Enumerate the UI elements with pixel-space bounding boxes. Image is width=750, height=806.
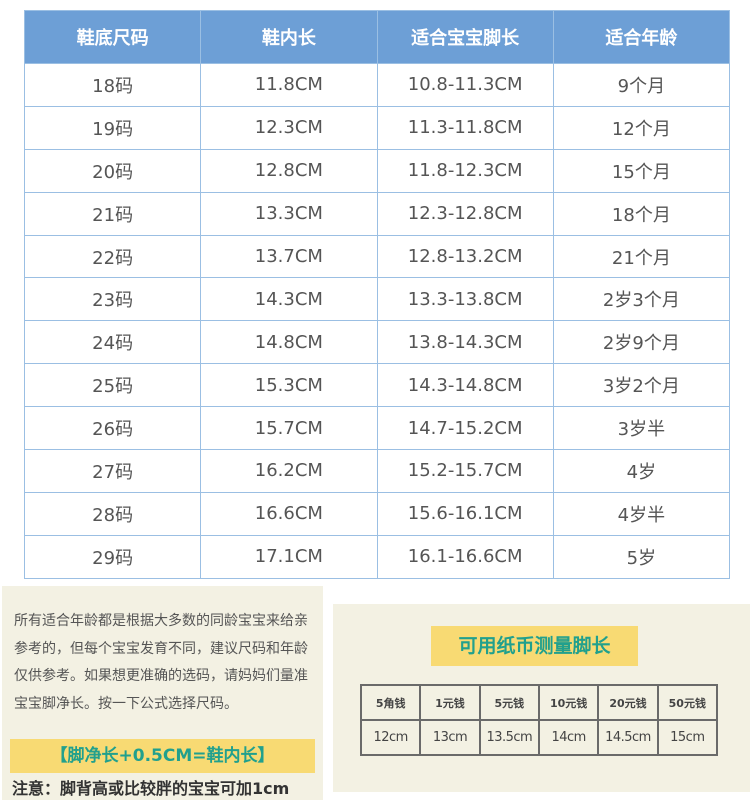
sizing-note-text: 所有适合年龄都是根据大多数的同龄宝宝来给亲参考的，但每个宝宝发育不同，建议尺码和… <box>14 613 308 712</box>
cell-age: 3岁2个月 <box>552 363 731 408</box>
cell-inner-length: 15.3CM <box>200 363 378 408</box>
table-row: 18码 11.8CM 10.8-11.3CM 9个月 <box>23 63 731 107</box>
header-sole-size: 鞋底尺码 <box>23 10 202 64</box>
banknote-length: 15cm <box>656 719 719 756</box>
banknote-denomination-row: 5角钱 1元钱 5元钱 10元钱 20元钱 50元钱 <box>359 684 719 721</box>
size-chart-body: 18码 11.8CM 10.8-11.3CM 9个月 19码 12.3CM 11.3-11.… <box>23 63 731 579</box>
table-row: 19码 12.3CM 11.3-11.8CM 12个月 <box>23 105 731 150</box>
cell-inner-length: 17.1CM <box>200 534 378 579</box>
cell-age: 3岁半 <box>552 406 731 451</box>
cell-sole-size: 26码 <box>23 406 202 451</box>
banknote-table: 5角钱 1元钱 5元钱 10元钱 20元钱 50元钱 12cm 13cm 13.5cm 14cm… <box>359 684 719 756</box>
cell-inner-length: 13.3CM <box>200 191 378 236</box>
cell-foot-length: 12.3-12.8CM <box>376 191 554 236</box>
cell-inner-length: 14.3CM <box>200 277 378 322</box>
banknote-length-row: 12cm 13cm 13.5cm 14cm 14.5cm 15cm <box>359 719 719 756</box>
banknote-length: 12cm <box>359 719 422 756</box>
cell-sole-size: 23码 <box>23 277 202 322</box>
cell-foot-length: 14.7-15.2CM <box>376 406 554 451</box>
table-row: 20码 12.8CM 11.8-12.3CM 15个月 <box>23 148 731 193</box>
cell-foot-length: 13.3-13.8CM <box>376 277 554 322</box>
cell-sole-size: 25码 <box>23 363 202 408</box>
cell-inner-length: 16.2CM <box>200 449 378 493</box>
banknote-length: 14.5cm <box>597 719 659 756</box>
cell-age: 12个月 <box>552 105 731 150</box>
cell-sole-size: 28码 <box>23 491 202 536</box>
table-row: 24码 14.8CM 13.8-14.3CM 2岁9个月 <box>23 320 731 365</box>
cell-age: 4岁半 <box>552 491 731 536</box>
banknote-length: 13.5cm <box>478 719 540 756</box>
sizing-note-panel: 所有适合年龄都是根据大多数的同龄宝宝来给亲参考的，但每个宝宝发育不同，建议尺码和… <box>2 586 323 800</box>
banknote-denomination: 1元钱 <box>419 684 481 721</box>
cell-foot-length: 12.8-13.2CM <box>376 234 554 279</box>
cell-foot-length: 11.8-12.3CM <box>376 148 554 193</box>
cell-foot-length: 16.1-16.6CM <box>376 534 554 579</box>
cell-age: 4岁 <box>552 449 731 493</box>
table-row: 21码 13.3CM 12.3-12.8CM 18个月 <box>23 191 731 236</box>
banknote-measure-panel: 可用纸币测量脚长 5角钱 1元钱 5元钱 10元钱 20元钱 50元钱 12cm 13cm 1… <box>333 604 750 792</box>
cell-age: 15个月 <box>552 148 731 193</box>
banknote-denomination: 5元钱 <box>478 684 540 721</box>
banknote-denomination: 20元钱 <box>597 684 659 721</box>
cell-inner-length: 15.7CM <box>200 406 378 451</box>
cell-foot-length: 13.8-14.3CM <box>376 320 554 365</box>
sizing-formula: 【脚净长+0.5CM=鞋内长】 <box>10 739 315 773</box>
cell-foot-length: 15.6-16.1CM <box>376 491 554 536</box>
cell-foot-length: 11.3-11.8CM <box>376 105 554 150</box>
size-chart-table: 鞋底尺码 鞋内长 适合宝宝脚长 适合年龄 18码 11.8CM 10.8-11.3C… <box>23 10 731 579</box>
cell-age: 2岁9个月 <box>552 320 731 365</box>
banknote-denomination: 5角钱 <box>359 684 422 721</box>
cell-age: 21个月 <box>552 234 731 279</box>
table-row: 29码 17.1CM 16.1-16.6CM 5岁 <box>23 534 731 579</box>
cell-sole-size: 18码 <box>23 63 202 107</box>
banknote-length: 13cm <box>419 719 481 756</box>
cell-sole-size: 24码 <box>23 320 202 365</box>
cell-sole-size: 22码 <box>23 234 202 279</box>
header-inner-length: 鞋内长 <box>200 10 378 64</box>
header-age: 适合年龄 <box>552 10 731 64</box>
cell-inner-length: 13.7CM <box>200 234 378 279</box>
table-row: 22码 13.7CM 12.8-13.2CM 21个月 <box>23 234 731 279</box>
table-row: 28码 16.6CM 15.6-16.1CM 4岁半 <box>23 491 731 536</box>
banknote-measure-title: 可用纸币测量脚长 <box>431 626 638 666</box>
cell-inner-length: 16.6CM <box>200 491 378 536</box>
cell-inner-length: 11.8CM <box>200 63 378 107</box>
cell-foot-length: 10.8-11.3CM <box>376 63 554 107</box>
cell-sole-size: 29码 <box>23 534 202 579</box>
table-row: 26码 15.7CM 14.7-15.2CM 3岁半 <box>23 406 731 451</box>
cell-sole-size: 20码 <box>23 148 202 193</box>
cell-age: 18个月 <box>552 191 731 236</box>
sizing-warning: 注意：脚背高或比较胖的宝宝可加1cm <box>12 779 290 798</box>
cell-sole-size: 27码 <box>23 449 202 493</box>
header-foot-length: 适合宝宝脚长 <box>376 10 554 64</box>
cell-foot-length: 15.2-15.7CM <box>376 449 554 493</box>
cell-age: 9个月 <box>552 63 731 107</box>
banknote-denomination: 50元钱 <box>656 684 719 721</box>
table-row: 23码 14.3CM 13.3-13.8CM 2岁3个月 <box>23 277 731 322</box>
cell-foot-length: 14.3-14.8CM <box>376 363 554 408</box>
size-chart-header-row: 鞋底尺码 鞋内长 适合宝宝脚长 适合年龄 <box>23 10 731 64</box>
table-row: 27码 16.2CM 15.2-15.7CM 4岁 <box>23 449 731 493</box>
cell-age: 2岁3个月 <box>552 277 731 322</box>
cell-inner-length: 12.3CM <box>200 105 378 150</box>
banknote-length: 14cm <box>537 719 600 756</box>
cell-sole-size: 19码 <box>23 105 202 150</box>
cell-inner-length: 12.8CM <box>200 148 378 193</box>
cell-age: 5岁 <box>552 534 731 579</box>
table-row: 25码 15.3CM 14.3-14.8CM 3岁2个月 <box>23 363 731 408</box>
cell-sole-size: 21码 <box>23 191 202 236</box>
banknote-denomination: 10元钱 <box>537 684 600 721</box>
cell-inner-length: 14.8CM <box>200 320 378 365</box>
